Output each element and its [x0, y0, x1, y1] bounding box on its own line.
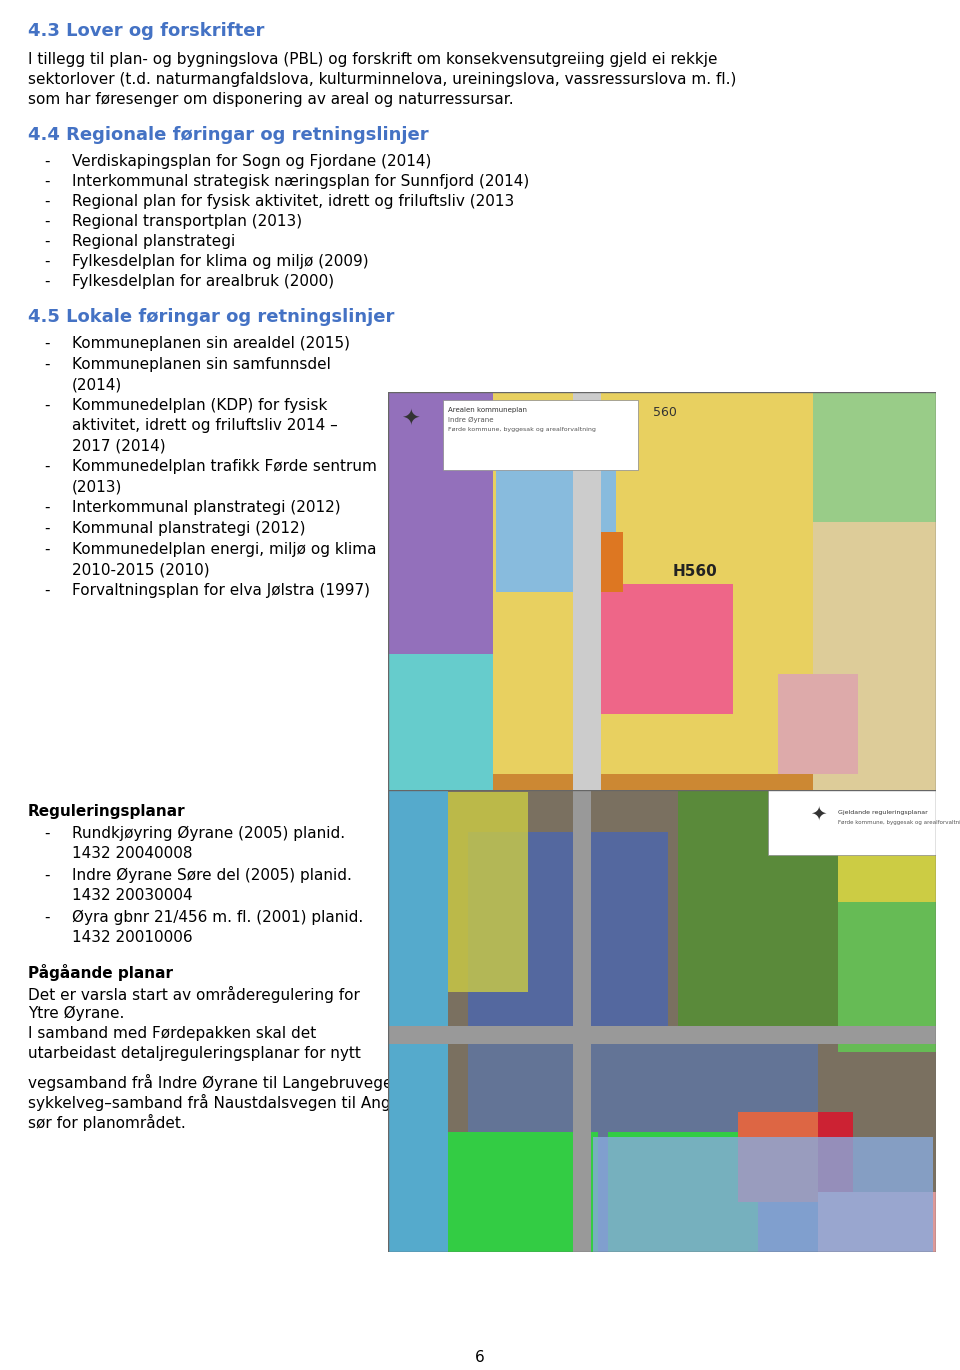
Text: 4.4 Regionale føringar og retningslinjer: 4.4 Regionale føringar og retningslinjer	[28, 126, 428, 144]
Text: -: -	[44, 869, 50, 884]
Text: Kommunedelplan (KDP) for fysisk: Kommunedelplan (KDP) for fysisk	[72, 399, 327, 412]
Text: Pågåande planar: Pågåande planar	[28, 964, 173, 981]
Text: Kommunedelplan energi, miljø og klima: Kommunedelplan energi, miljø og klima	[72, 543, 376, 558]
Text: Regional planstrategi: Regional planstrategi	[72, 234, 235, 249]
Text: -: -	[44, 336, 50, 351]
Text: -: -	[44, 910, 50, 925]
Text: 1432 20010006: 1432 20010006	[72, 930, 193, 945]
Text: 1432 20040008: 1432 20040008	[72, 847, 193, 860]
Text: Regional transportplan (2013): Regional transportplan (2013)	[72, 214, 302, 229]
Text: Verdiskapingsplan for Sogn og Fjordane (2014): Verdiskapingsplan for Sogn og Fjordane (…	[72, 153, 431, 169]
Text: Det er varsla start av områderegulering for: Det er varsla start av områderegulering …	[28, 986, 360, 1003]
Text: (2014): (2014)	[72, 377, 122, 392]
Text: 2017 (2014): 2017 (2014)	[72, 438, 166, 453]
Text: Kommuneplanen sin arealdel (2015): Kommuneplanen sin arealdel (2015)	[72, 336, 350, 351]
Text: som har føresenger om disponering av areal og naturressursar.: som har føresenger om disponering av are…	[28, 92, 514, 107]
Text: -: -	[44, 358, 50, 373]
Text: 1432 20030004: 1432 20030004	[72, 888, 193, 903]
Text: Regional plan for fysisk aktivitet, idrett og friluftsliv (2013: Regional plan for fysisk aktivitet, idre…	[72, 195, 515, 210]
Text: Rundkjøyring Øyrane (2005) planid.: Rundkjøyring Øyrane (2005) planid.	[72, 826, 346, 841]
Text: 4.5 Lokale føringar og retningslinjer: 4.5 Lokale føringar og retningslinjer	[28, 308, 395, 326]
Text: Forvaltningsplan for elva Jølstra (1997): Forvaltningsplan for elva Jølstra (1997)	[72, 584, 370, 597]
Text: -: -	[44, 521, 50, 536]
Text: -: -	[44, 195, 50, 210]
Text: -: -	[44, 584, 50, 597]
Text: -: -	[44, 543, 50, 558]
Text: -: -	[44, 459, 50, 474]
Text: Indre Øyrane Søre del (2005) planid.: Indre Øyrane Søre del (2005) planid.	[72, 869, 352, 884]
Text: Interkommunal strategisk næringsplan for Sunnfjord (2014): Interkommunal strategisk næringsplan for…	[72, 174, 529, 189]
Text: sykkelveg–samband frå Naustdalsvegen til Angedalsvegen (tiltak 16 i Førdepakken): sykkelveg–samband frå Naustdalsvegen til…	[28, 1095, 741, 1111]
Text: Kommunal planstrategi (2012): Kommunal planstrategi (2012)	[72, 521, 305, 536]
Text: Kommuneplanen sin samfunnsdel: Kommuneplanen sin samfunnsdel	[72, 358, 331, 373]
Text: -: -	[44, 826, 50, 841]
Text: -: -	[44, 253, 50, 269]
Text: I tillegg til plan- og bygningslova (PBL) og forskrift om konsekvensutgreiing gj: I tillegg til plan- og bygningslova (PBL…	[28, 52, 717, 67]
Text: I samband med Førdepakken skal det: I samband med Førdepakken skal det	[28, 1026, 316, 1041]
Text: Kommunedelplan trafikk Førde sentrum: Kommunedelplan trafikk Førde sentrum	[72, 459, 377, 474]
Text: -: -	[44, 214, 50, 229]
Text: -: -	[44, 500, 50, 515]
Text: -: -	[44, 274, 50, 289]
Text: -: -	[44, 174, 50, 189]
Text: 2010-2015 (2010): 2010-2015 (2010)	[72, 562, 209, 577]
Text: Øyra gbnr 21/456 m. fl. (2001) planid.: Øyra gbnr 21/456 m. fl. (2001) planid.	[72, 910, 363, 925]
Text: sektorlover (t.d. naturmangfaldslova, kulturminnelova, ureiningslova, vassressur: sektorlover (t.d. naturmangfaldslova, ku…	[28, 73, 736, 88]
Text: Interkommunal planstrategi (2012): Interkommunal planstrategi (2012)	[72, 500, 341, 515]
Text: 4.3 Lover og forskrifter: 4.3 Lover og forskrifter	[28, 22, 264, 40]
Text: sør for planområdet.: sør for planområdet.	[28, 1114, 185, 1132]
Text: Ytre Øyrane.: Ytre Øyrane.	[28, 1006, 125, 1021]
Text: -: -	[44, 399, 50, 412]
Text: Fylkesdelplan for arealbruk (2000): Fylkesdelplan for arealbruk (2000)	[72, 274, 334, 289]
Text: utarbeidast detaljreguleringsplanar for nytt: utarbeidast detaljreguleringsplanar for …	[28, 1047, 361, 1060]
Text: -: -	[44, 153, 50, 169]
Text: Reguleringsplanar: Reguleringsplanar	[28, 804, 185, 819]
Text: Fylkesdelplan for klima og miljø (2009): Fylkesdelplan for klima og miljø (2009)	[72, 253, 369, 269]
Text: -: -	[44, 234, 50, 249]
Text: aktivitet, idrett og friluftsliv 2014 –: aktivitet, idrett og friluftsliv 2014 –	[72, 418, 338, 433]
Text: (2013): (2013)	[72, 479, 122, 495]
Text: vegsamband frå Indre Øyrane til Langebruvegen (tiltak 12 i Førdepakken), og nytt: vegsamband frå Indre Øyrane til Langebru…	[28, 1074, 734, 1091]
Text: 6: 6	[475, 1349, 485, 1365]
